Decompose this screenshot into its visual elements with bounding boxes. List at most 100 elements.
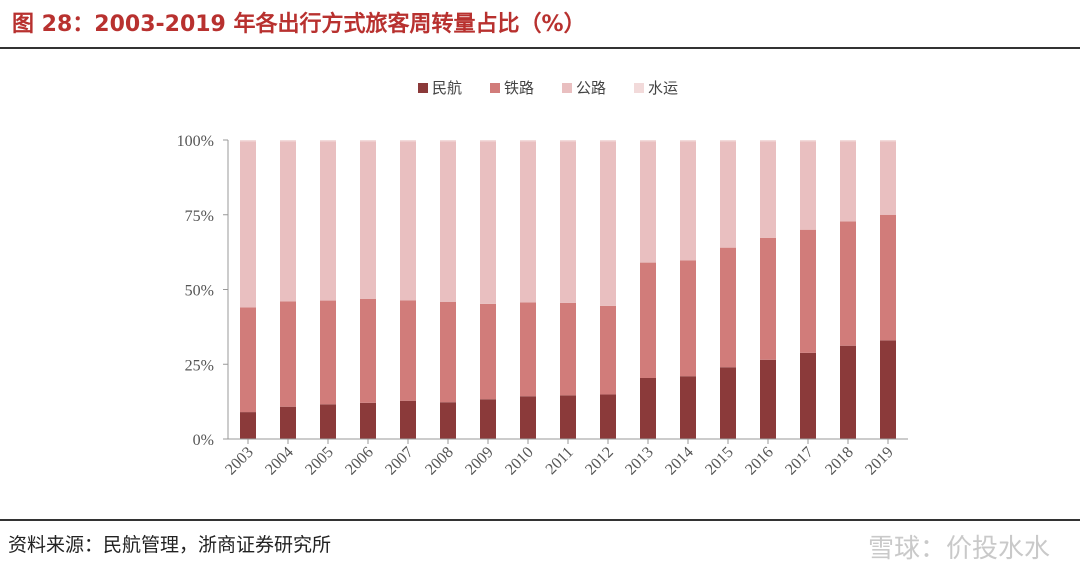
bar-segment-2012-0: [600, 394, 616, 439]
legend-label-3: 水运: [648, 79, 678, 97]
bar-segment-2014-0: [680, 376, 696, 439]
bar-stack-2003: [240, 140, 256, 439]
bar-segment-2012-1: [600, 305, 616, 395]
bar-segment-2004-0: [280, 406, 296, 439]
bar-segment-2009-1: [480, 303, 496, 400]
bar-segment-2011-0: [560, 395, 576, 439]
bar-stack-2018: [840, 140, 856, 439]
bar-segment-2009-2: [480, 141, 496, 304]
legend-label-1: 铁路: [504, 79, 534, 97]
bar-segment-2014-2: [680, 141, 696, 261]
bar-segment-2016-2: [760, 141, 776, 238]
bar-segment-2005-3: [320, 140, 336, 142]
bar-stack-2017: [800, 140, 816, 439]
x-tick-label-2011: 2011: [543, 444, 577, 478]
x-tick-label-2012: 2012: [582, 444, 617, 479]
bar-segment-2015-1: [720, 247, 736, 368]
y-tick-label: 0%: [193, 432, 214, 449]
x-tick-label-2004: 2004: [262, 444, 297, 479]
x-tick-label-2008: 2008: [422, 444, 457, 479]
bar-segment-2010-0: [520, 396, 536, 439]
bar-segment-2003-2: [240, 141, 256, 308]
bar-segment-2016-0: [760, 359, 776, 439]
bar-segment-2007-2: [400, 141, 416, 301]
bar-stack-2004: [280, 140, 296, 439]
x-tick-label-2018: 2018: [822, 444, 857, 479]
bar-segment-2006-2: [360, 141, 376, 299]
bar-segment-2015-3: [720, 140, 736, 142]
x-tick-label-2016: 2016: [742, 444, 777, 479]
bar-stack-2013: [640, 140, 656, 439]
x-tick-label-2019: 2019: [862, 444, 897, 479]
x-tick-label-2005: 2005: [302, 444, 337, 479]
y-tick-label: 25%: [185, 357, 214, 374]
y-axis: 0% 25% 50% 75% 100%: [177, 133, 229, 449]
bar-stack-2006: [360, 140, 376, 439]
bar-segment-2009-0: [480, 399, 496, 439]
bar-stack-2009: [480, 140, 496, 439]
bar-segment-2007-1: [400, 300, 416, 401]
bar-segment-2016-3: [760, 140, 776, 142]
bar-segment-2019-3: [880, 140, 896, 142]
x-tick-label-2006: 2006: [342, 444, 377, 479]
x-tick-label-2007: 2007: [382, 444, 417, 479]
bars: [240, 140, 896, 439]
bar-segment-2006-0: [360, 402, 376, 439]
bar-segment-2017-0: [800, 352, 816, 439]
bar-segment-2018-0: [840, 345, 856, 439]
bar-segment-2013-2: [640, 141, 656, 263]
bar-segment-2017-1: [800, 229, 816, 353]
bar-segment-2004-2: [280, 141, 296, 302]
bar-segment-2011-2: [560, 141, 576, 303]
bar-segment-2008-0: [440, 402, 456, 439]
title-divider: [0, 47, 1080, 49]
bar-segment-2008-3: [440, 140, 456, 142]
bar-segment-2003-1: [240, 307, 256, 413]
legend-label-2: 公路: [576, 79, 606, 97]
bar-segment-2018-3: [840, 140, 856, 142]
bar-segment-2008-2: [440, 141, 456, 302]
bar-stack-2010: [520, 140, 536, 439]
bar-stack-2016: [760, 140, 776, 439]
bar-segment-2009-3: [480, 140, 496, 142]
legend-swatch-3: [634, 83, 644, 93]
bar-segment-2011-1: [560, 302, 576, 396]
bar-segment-2007-3: [400, 140, 416, 142]
bar-segment-2019-0: [880, 340, 896, 439]
bar-segment-2010-1: [520, 302, 536, 397]
bar-stack-2014: [680, 140, 696, 439]
bar-segment-2013-0: [640, 378, 656, 439]
bar-stack-2007: [400, 140, 416, 439]
bar-segment-2018-1: [840, 221, 856, 346]
legend-swatch-0: [418, 83, 428, 93]
bar-segment-2006-1: [360, 298, 376, 403]
bar-segment-2005-2: [320, 141, 336, 301]
bar-segment-2012-3: [600, 140, 616, 142]
chart-title: 图 28：2003-2019 年各出行方式旅客周转量占比（%）: [12, 12, 586, 37]
x-tick-label-2013: 2013: [622, 444, 657, 479]
bar-segment-2003-0: [240, 412, 256, 439]
bar-stack-2011: [560, 140, 576, 439]
bar-segment-2012-2: [600, 141, 616, 306]
y-tick-label: 50%: [185, 283, 214, 300]
x-tick-label-2010: 2010: [502, 444, 537, 479]
bar-segment-2016-1: [760, 237, 776, 360]
bar-segment-2008-1: [440, 301, 456, 403]
bar-segment-2014-3: [680, 140, 696, 142]
legend-swatch-1: [490, 83, 500, 93]
bar-segment-2011-3: [560, 140, 576, 142]
stacked-bar-chart: 民航 铁路 公路 水运 0%25%50%75%100% 2003 2004 2005 200…: [177, 79, 908, 479]
x-tick-label-2003: 2003: [222, 444, 257, 479]
legend-label-0: 民航: [432, 79, 462, 97]
bar-stack-2019: [880, 140, 896, 439]
bar-segment-2013-3: [640, 140, 656, 142]
x-tick-label-2017: 2017: [782, 444, 817, 479]
bar-segment-2003-3: [240, 140, 256, 142]
bar-stack-2005: [320, 140, 336, 439]
y-tick-label: 75%: [185, 208, 214, 225]
source-divider: [0, 519, 1080, 521]
y-tick-label: 100%: [177, 133, 214, 150]
bar-segment-2015-2: [720, 141, 736, 248]
bar-segment-2007-0: [400, 400, 416, 439]
bar-segment-2013-1: [640, 262, 656, 379]
